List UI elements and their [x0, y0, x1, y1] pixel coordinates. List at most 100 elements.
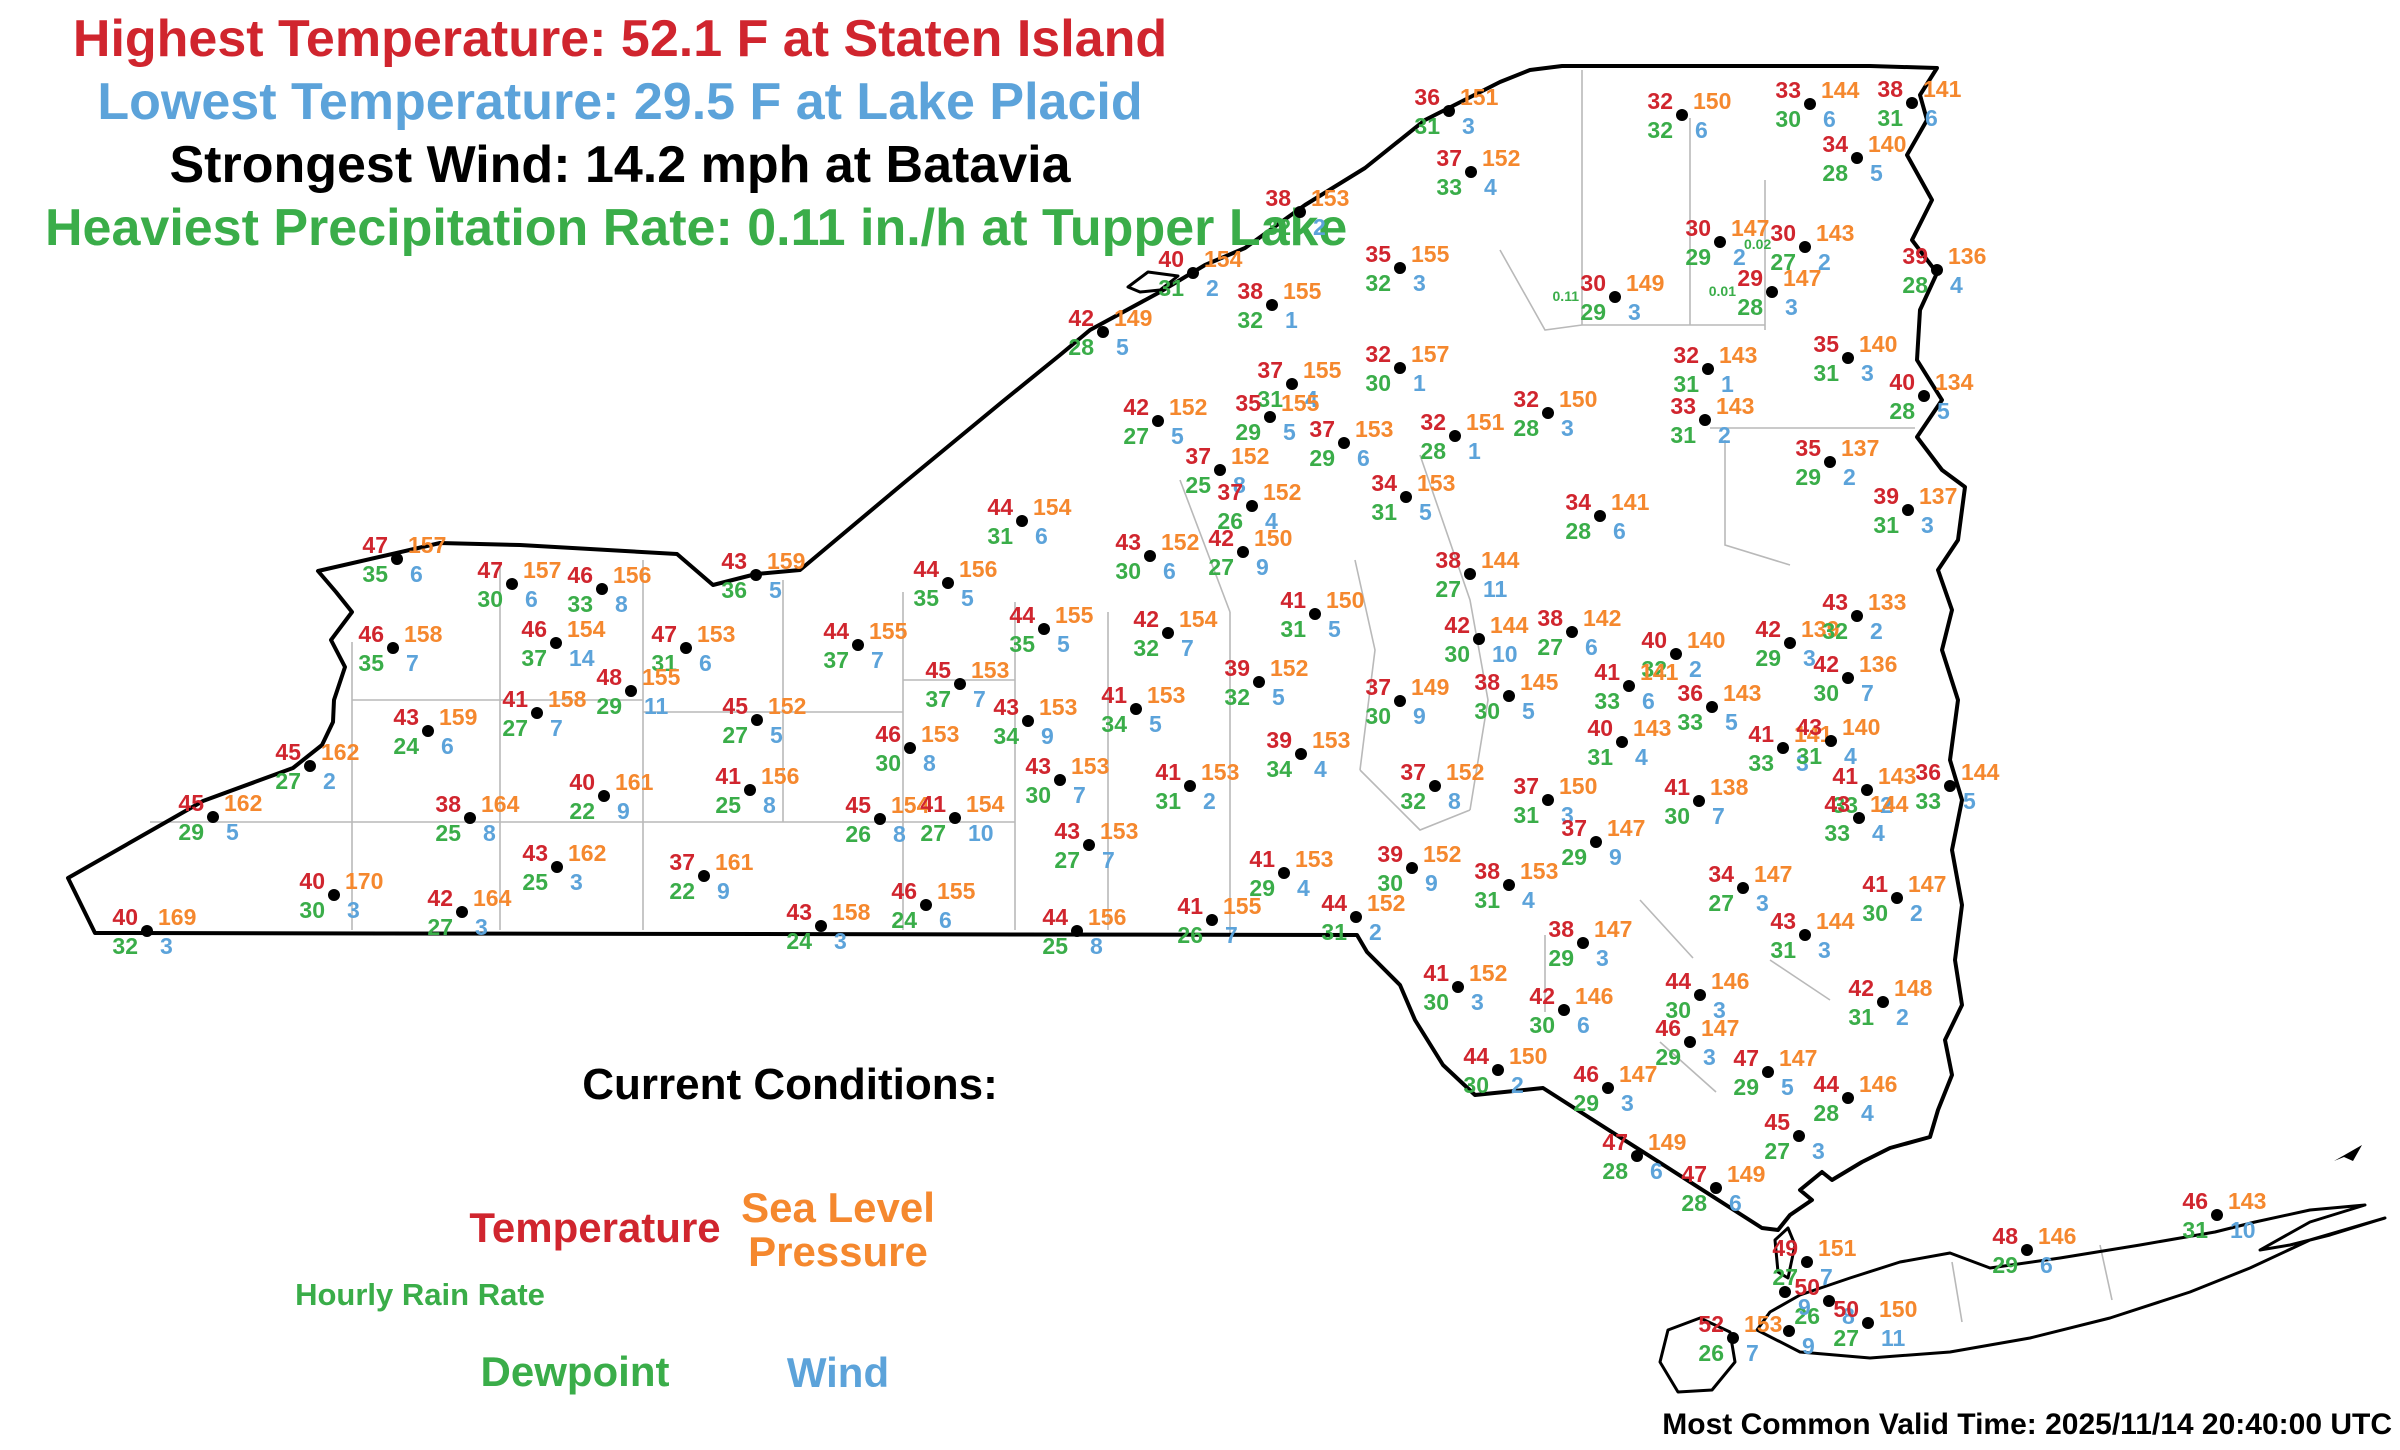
station-pressure: 148	[1894, 975, 1933, 1001]
station-pressure: 151	[1466, 409, 1505, 435]
station-pressure: 158	[832, 899, 871, 925]
station-temperature: 35	[1235, 390, 1261, 416]
station-pressure: 143	[1816, 220, 1855, 246]
station-temperature: 34	[1822, 131, 1848, 157]
station-pressure: 144	[1870, 791, 1909, 817]
station-dot	[751, 714, 763, 726]
station-wind: 6	[410, 561, 423, 587]
station-temperature: 40	[299, 868, 325, 894]
station-dewpoint: 22	[669, 878, 695, 904]
lowest-temperature-line: Lowest Temperature: 29.5 F at Lake Placi…	[97, 73, 1143, 131]
station-pressure: 149	[1648, 1129, 1687, 1155]
station-wind: 7	[550, 715, 563, 741]
station-pressure: 152	[1469, 960, 1508, 986]
station-dewpoint: 31	[1280, 616, 1306, 642]
station-pressure: 157	[408, 532, 447, 558]
station-dot	[1309, 608, 1321, 620]
station-temperature: 43	[1822, 589, 1848, 615]
map-artifact-arrow	[2334, 1145, 2362, 1161]
station-wind: 2	[1369, 919, 1382, 945]
station-dewpoint: 37	[823, 647, 849, 673]
station-temperature: 42	[1529, 983, 1555, 1009]
station-temperature: 44	[1321, 890, 1347, 916]
station-pressure: 151	[1460, 84, 1499, 110]
station-dewpoint: 32	[1400, 788, 1426, 814]
station-temperature: 41	[715, 763, 741, 789]
station-wind: 8	[1842, 1303, 1855, 1329]
station-pressure: 150	[1326, 587, 1365, 613]
station-pressure: 150	[1509, 1043, 1548, 1069]
station-dewpoint: 31	[1158, 275, 1184, 301]
station-pressure: 146	[1575, 983, 1614, 1009]
station-dewpoint: 27	[1537, 634, 1563, 660]
station-wind: 6	[525, 586, 538, 612]
station-dewpoint: 26	[1177, 922, 1203, 948]
station-dewpoint: 30	[1775, 106, 1801, 132]
station-dewpoint: 28	[1420, 438, 1446, 464]
station-dewpoint: 27	[1764, 1138, 1790, 1164]
station-pressure: 153	[1039, 694, 1078, 720]
station-dot	[1842, 1092, 1854, 1104]
station-temperature: 38	[435, 791, 461, 817]
station-pressure: 137	[1919, 483, 1958, 509]
station-temperature: 42	[1444, 612, 1470, 638]
station-wind: 5	[769, 577, 782, 603]
station-temperature: 46	[1655, 1015, 1681, 1041]
station-wind: 8	[923, 750, 936, 776]
station-pressure: 139	[1801, 616, 1840, 642]
station-dot	[1394, 695, 1406, 707]
station-dot	[387, 642, 399, 654]
station-dot	[304, 760, 316, 772]
station-temperature: 44	[823, 618, 849, 644]
station-dot	[1465, 166, 1477, 178]
station-wind: 3	[1561, 415, 1574, 441]
station-wind: 3	[1462, 113, 1475, 139]
station-pressure: 141	[1611, 489, 1650, 515]
station-rain-rate: 0.02	[1744, 236, 1772, 252]
station-pressure: 169	[158, 904, 197, 930]
station-wind: 2	[1689, 656, 1702, 682]
station-pressure: 153	[1417, 470, 1456, 496]
station-dot	[1558, 1004, 1570, 1016]
station-temperature: 37	[1309, 416, 1335, 442]
station-dewpoint: 24	[786, 928, 812, 954]
station-dewpoint: 30	[875, 750, 901, 776]
station-dot	[1766, 286, 1778, 298]
station-pressure: 153	[1295, 846, 1334, 872]
station-temperature: 46	[567, 562, 593, 588]
station-temperature: 39	[1224, 655, 1250, 681]
station-wind: 3	[1796, 750, 1809, 776]
station-pressure: 155	[1303, 357, 1342, 383]
station-dewpoint: 35	[358, 650, 384, 676]
station-dewpoint: 31	[651, 650, 677, 676]
station-pressure: 152	[1169, 394, 1208, 420]
station-dewpoint: 29	[1561, 844, 1587, 870]
station-dewpoint: 27	[1123, 423, 1149, 449]
station-wind: 3	[1413, 270, 1426, 296]
station-wind: 7	[1102, 847, 1115, 873]
station-temperature: 44	[1665, 968, 1691, 994]
station-wind: 6	[1695, 117, 1708, 143]
station-dot	[2211, 1209, 2223, 1221]
station-pressure: 152	[1161, 529, 1200, 555]
station-dewpoint: 31	[1848, 1004, 1874, 1030]
station-temperature: 33	[1775, 77, 1801, 103]
station-pressure: 144	[1481, 547, 1520, 573]
station-pressure: 147	[1619, 1061, 1658, 1087]
station-dewpoint: 29	[1655, 1044, 1681, 1070]
station-dewpoint: 30	[1377, 870, 1403, 896]
station-dewpoint: 29	[596, 693, 622, 719]
station-temperature: 43	[721, 548, 747, 574]
station-dot	[1851, 152, 1863, 164]
station-wind: 7	[406, 650, 419, 676]
station-wind: 9	[1609, 844, 1622, 870]
station-pressure: 154	[1204, 246, 1243, 272]
station-dot	[1783, 1325, 1795, 1337]
station-wind: 9	[617, 798, 630, 824]
station-pressure: 154	[966, 791, 1005, 817]
station-dot	[1429, 780, 1441, 792]
station-pressure: 150	[1559, 773, 1598, 799]
station-dewpoint: 24	[393, 733, 419, 759]
station-dewpoint: 27	[1435, 576, 1461, 602]
station-wind: 2	[1910, 900, 1923, 926]
